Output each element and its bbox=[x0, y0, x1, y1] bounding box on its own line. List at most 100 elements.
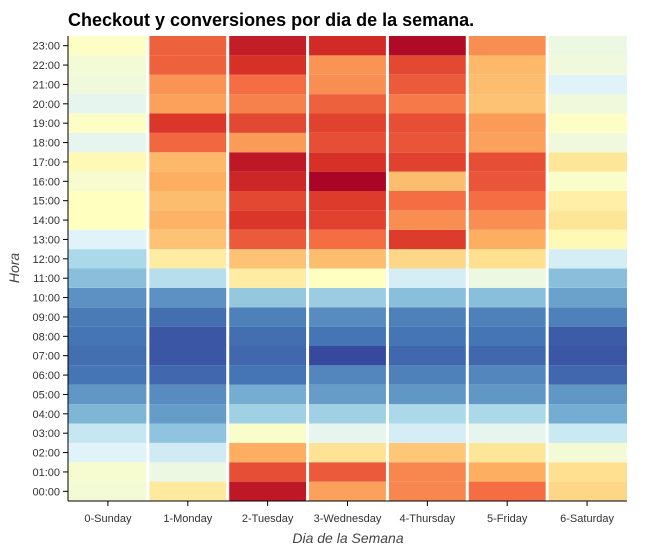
heatmap-cell bbox=[227, 404, 308, 424]
heatmap-cell bbox=[467, 365, 548, 385]
heatmap-cell bbox=[547, 287, 627, 308]
heatmap-cell bbox=[547, 152, 627, 172]
heatmap-cell bbox=[387, 287, 468, 308]
heatmap-cell bbox=[147, 326, 228, 346]
x-axis: 0-Sunday 1-Monday 2-Tuesday 3-Wednesday 4-Th… bbox=[68, 500, 627, 525]
heatmap-cell bbox=[387, 404, 468, 424]
heatmap-cell bbox=[147, 36, 228, 56]
heatmap-cell bbox=[307, 346, 388, 366]
heatmap-cell bbox=[467, 210, 548, 230]
y-tick-label: 09:00 bbox=[32, 312, 60, 324]
heatmap-cell bbox=[68, 113, 148, 133]
heatmap-cell bbox=[467, 326, 548, 346]
heatmap-cell bbox=[147, 384, 228, 405]
heatmap-cell bbox=[227, 287, 308, 308]
heatmap-cell bbox=[307, 442, 388, 463]
y-axis: 00:00 01:00 02:00 03:00 04:00 05:00 06:00 07:00… bbox=[32, 36, 69, 501]
y-tick-label: 13:00 bbox=[32, 234, 60, 246]
y-tick-label: 17:00 bbox=[32, 157, 60, 169]
heatmap-cell bbox=[68, 326, 148, 346]
heatmap-cell bbox=[227, 229, 308, 250]
y-tick-label: 05:00 bbox=[32, 389, 60, 401]
heatmap-cell bbox=[307, 191, 388, 211]
heatmap-cell bbox=[467, 152, 548, 172]
heatmap-cell bbox=[387, 481, 468, 501]
heatmap-cell bbox=[68, 249, 148, 269]
heatmap-cell bbox=[547, 94, 627, 114]
heatmap-cell bbox=[547, 326, 627, 346]
heatmap-cell bbox=[547, 404, 627, 424]
heatmap-cell bbox=[307, 423, 388, 443]
heatmap-cell bbox=[387, 152, 468, 172]
heatmap-cell bbox=[227, 36, 308, 56]
heatmap-cell bbox=[68, 36, 148, 56]
heatmap-cell bbox=[68, 346, 148, 366]
heatmap-cell bbox=[547, 171, 627, 191]
heatmap-cell bbox=[227, 249, 308, 269]
heatmap-cell bbox=[307, 287, 388, 308]
heatmap-cell bbox=[307, 404, 388, 424]
heatmap-cell bbox=[147, 74, 228, 95]
heatmap-cell bbox=[147, 442, 228, 463]
heatmap-cell bbox=[307, 365, 388, 385]
heatmap-cell bbox=[547, 210, 627, 230]
heatmap-cell bbox=[68, 191, 148, 211]
heatmap-cell bbox=[547, 307, 627, 327]
heatmap-cell bbox=[68, 423, 148, 443]
heatmap-cell bbox=[227, 462, 308, 482]
heatmap-cell bbox=[68, 384, 148, 405]
heatmap-cell bbox=[547, 481, 627, 501]
y-tick-label: 21:00 bbox=[32, 79, 60, 91]
heatmap-cell bbox=[467, 442, 548, 463]
heatmap-cell bbox=[307, 152, 388, 172]
heatmap-cell bbox=[307, 326, 388, 346]
heatmap-cell bbox=[68, 171, 148, 191]
y-tick-label: 22:00 bbox=[32, 60, 60, 72]
heatmap-cell bbox=[147, 171, 228, 191]
heatmap-cell bbox=[68, 307, 148, 327]
heatmap-cell bbox=[387, 55, 468, 75]
heatmap-cell bbox=[227, 113, 308, 133]
heatmap-cell bbox=[387, 365, 468, 385]
heatmap-cell bbox=[147, 307, 228, 327]
y-tick-label: 16:00 bbox=[32, 176, 60, 188]
heatmap-cell bbox=[147, 210, 228, 230]
y-tick-label: 00:00 bbox=[32, 486, 60, 498]
heatmap-cell bbox=[147, 132, 228, 153]
heatmap-cell bbox=[547, 191, 627, 211]
heatmap-cell bbox=[307, 113, 388, 133]
heatmap-cell bbox=[147, 191, 228, 211]
heatmap-cell bbox=[68, 365, 148, 385]
heatmap-cell bbox=[467, 113, 548, 133]
heatmap-cell bbox=[387, 36, 468, 56]
heatmap-cell bbox=[307, 481, 388, 501]
heatmap-cell bbox=[307, 384, 388, 405]
heatmap-cell bbox=[227, 384, 308, 405]
heatmap-cell bbox=[307, 462, 388, 482]
heatmap-cell bbox=[467, 132, 548, 153]
heatmap-cell bbox=[307, 210, 388, 230]
heatmap-cell bbox=[68, 404, 148, 424]
heatmap-cell bbox=[467, 462, 548, 482]
heatmap-cell bbox=[467, 481, 548, 501]
y-tick-label: 01:00 bbox=[32, 467, 60, 479]
heatmap-cell bbox=[547, 74, 627, 95]
heatmap-cell bbox=[227, 171, 308, 191]
heatmap-cell bbox=[68, 268, 148, 288]
heatmap-cell bbox=[547, 132, 627, 153]
y-tick-label: 06:00 bbox=[32, 370, 60, 382]
y-tick-label: 03:00 bbox=[32, 428, 60, 440]
heatmap-cell bbox=[467, 74, 548, 95]
heatmap-cell bbox=[147, 152, 228, 172]
heatmap-cell bbox=[68, 481, 148, 501]
heatmap-cell bbox=[467, 229, 548, 250]
heatmap-cell bbox=[147, 94, 228, 114]
heatmap-cell bbox=[467, 36, 548, 56]
heatmap-cell bbox=[147, 249, 228, 269]
heatmap-cell bbox=[68, 152, 148, 172]
heatmap-cell bbox=[147, 404, 228, 424]
heatmap-cell bbox=[227, 365, 308, 385]
heatmap-cell bbox=[68, 462, 148, 482]
x-tick-label: 4-Thursday bbox=[400, 513, 456, 525]
heatmap-cell bbox=[68, 229, 148, 250]
